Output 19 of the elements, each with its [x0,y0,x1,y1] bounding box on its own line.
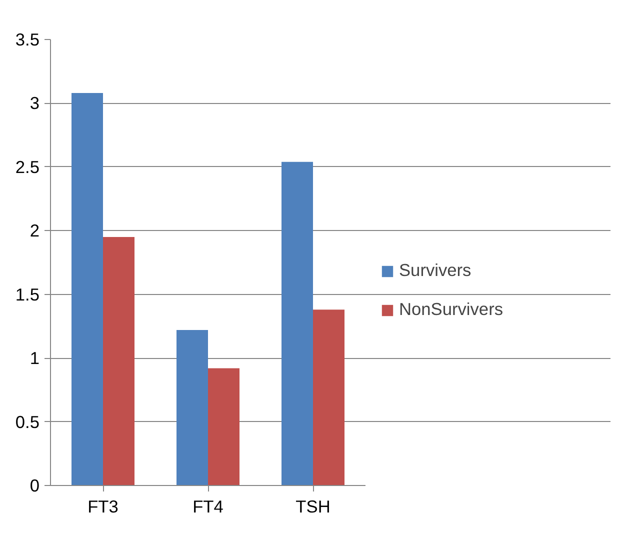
legend-label: NonSurvivers [399,299,504,320]
x-tick-label: FT3 [88,496,118,516]
y-tick-label: 3 [30,93,40,114]
x-tick-label: FT4 [192,496,224,516]
y-tick-label: 2.5 [15,156,40,177]
bar [176,330,208,486]
bar [72,93,103,486]
y-tick-label: 2 [30,220,40,241]
x-tick-label: TSH [296,496,330,516]
bar [103,237,134,486]
bar [313,310,344,486]
y-tick-label: 0 [30,476,40,496]
y-tick-label: 3.5 [15,30,40,50]
legend-label: Survivers [399,260,472,281]
y-tick-label: 0.5 [15,412,40,432]
y-tick-label: 1.5 [15,284,40,304]
bar [208,368,240,486]
y-tick-label: 1 [30,348,40,368]
bar [282,162,313,486]
